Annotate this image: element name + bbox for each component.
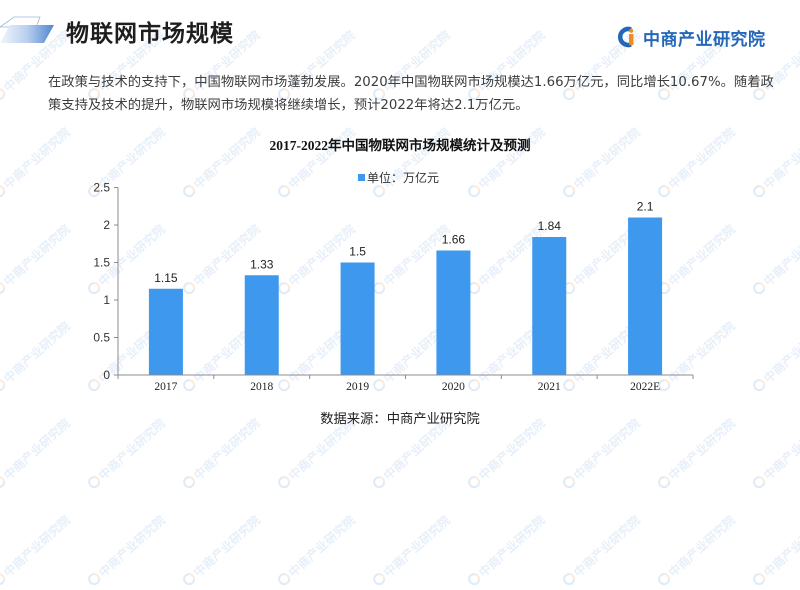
- y-tick-label: 0: [103, 368, 110, 382]
- watermark-text: 中商产业研究院: [666, 513, 738, 580]
- watermark-text: 中商产业研究院: [476, 513, 548, 580]
- legend-swatch: [358, 174, 365, 181]
- watermark-logo-icon: [750, 570, 768, 588]
- watermark-logo-icon: [370, 473, 388, 491]
- y-tick-label: 1.5: [93, 256, 110, 270]
- watermark-logo-icon: [275, 473, 293, 491]
- legend-label: 单位：万亿元: [367, 170, 439, 185]
- watermark-text: 中商产业研究院: [381, 513, 453, 580]
- watermark: 中商产业研究院: [464, 512, 548, 590]
- watermark-logo-icon: [560, 570, 578, 588]
- watermark-logo-icon: [465, 570, 483, 588]
- bar-chart: 单位：万亿元 1.15 2017 1.33 2018 1.5 2019 1.66 2020 1.8…: [93, 170, 694, 393]
- watermark: 中商产业研究院: [369, 512, 453, 590]
- bar-value-label: 1.33: [250, 257, 274, 271]
- bar: [340, 262, 375, 375]
- watermark-text: 中商产业研究院: [96, 513, 168, 580]
- watermark-logo-icon: [655, 473, 673, 491]
- bar: [532, 237, 567, 375]
- watermark-logo-icon: [750, 473, 768, 491]
- watermark: 中商产业研究院: [0, 512, 74, 590]
- watermark: 中商产业研究院: [179, 512, 263, 590]
- x-tick-label: 2018: [250, 381, 273, 393]
- x-tick-label: 2022E: [630, 381, 660, 393]
- y-tick-label: 1: [103, 293, 110, 307]
- bar-value-label: 2.1: [637, 200, 654, 214]
- watermark-logo-icon: [370, 570, 388, 588]
- watermark-text: 中商产业研究院: [1, 513, 73, 580]
- watermark: 中商产业研究院: [749, 512, 800, 590]
- watermark-logo-icon: [0, 570, 8, 588]
- watermark-logo-icon: [560, 473, 578, 491]
- watermark-logo-icon: [0, 473, 8, 491]
- bar: [436, 250, 471, 375]
- watermark-text: 中商产业研究院: [286, 513, 358, 580]
- watermark-logo-icon: [465, 473, 483, 491]
- watermark-logo-icon: [180, 473, 198, 491]
- bar-value-label: 1.15: [154, 271, 178, 285]
- watermark: 中商产业研究院: [559, 512, 643, 590]
- watermark-text: 中商产业研究院: [571, 513, 643, 580]
- x-tick-label: 2021: [538, 381, 561, 393]
- watermark: 中商产业研究院: [654, 512, 738, 590]
- x-tick-label: 2019: [346, 381, 369, 393]
- watermark: 中商产业研究院: [274, 512, 358, 590]
- bar-value-label: 1.66: [442, 233, 466, 247]
- x-tick-label: 2017: [154, 381, 177, 393]
- watermark-logo-icon: [85, 570, 103, 588]
- data-source: 数据来源：中商产业研究院: [320, 412, 480, 427]
- watermark-text: 中商产业研究院: [761, 513, 800, 580]
- logo-text: 中商产业研究院: [643, 29, 766, 50]
- watermark-logo-icon: [275, 570, 293, 588]
- brand-logo: 中商产业研究院: [615, 26, 766, 50]
- x-tick-label: 2020: [442, 381, 465, 393]
- intro-paragraph: 在政策与技术的支持下，中国物联网市场蓬勃发展。2020年中国物联网市场规模达1.…: [48, 71, 774, 117]
- intro-line-2: 策支持及技术的提升，物联网市场规模将继续增长，预计2022年将达2.1万亿元。: [48, 98, 529, 113]
- y-tick-label: 2.5: [93, 181, 110, 195]
- watermark-text: 中商产业研究院: [191, 513, 263, 580]
- page-title: 物联网市场规模: [66, 21, 234, 47]
- bar-value-label: 1.84: [538, 219, 562, 233]
- chart-title: 2017-2022年中国物联网市场规模统计及预测: [269, 138, 531, 153]
- watermark-logo-icon: [655, 570, 673, 588]
- watermark-logo-icon: [85, 473, 103, 491]
- intro-line-1: 在政策与技术的支持下，中国物联网市场蓬勃发展。2020年中国物联网市场规模达1.…: [48, 75, 774, 90]
- bar: [628, 217, 663, 375]
- logo-icon: [617, 26, 634, 48]
- header-decoration-icon: [0, 16, 54, 43]
- bar: [244, 275, 279, 375]
- bar-value-label: 1.5: [349, 245, 366, 259]
- watermark: 中商产业研究院: [84, 512, 168, 590]
- bar: [148, 288, 183, 375]
- watermark-logo-icon: [180, 570, 198, 588]
- y-tick-label: 2: [103, 218, 110, 232]
- y-tick-label: 0.5: [93, 331, 110, 345]
